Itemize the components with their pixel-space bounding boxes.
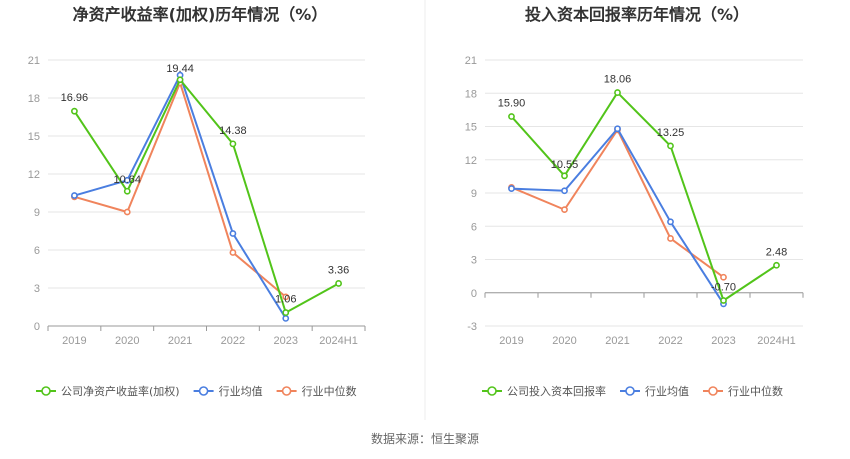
data-label: 3.36 [328, 264, 349, 276]
series-point [720, 273, 727, 281]
x-tick-label: 2024H1 [319, 335, 358, 347]
y-tick-label: 12 [465, 155, 477, 167]
legend-label: 行业中位数 [302, 384, 357, 398]
data-label: 18.06 [604, 74, 632, 86]
x-tick-label: 2019 [499, 335, 523, 347]
data-source-label: 数据来源：恒生聚源 [371, 431, 479, 446]
y-tick-label: -3 [467, 321, 477, 333]
series-point [282, 309, 290, 316]
series-point [667, 218, 674, 226]
data-label: 10.55 [551, 159, 579, 171]
x-tick-label: 2022 [221, 335, 245, 347]
series-point [176, 76, 184, 84]
legend-label: 行业均值 [645, 385, 689, 398]
series-point [123, 187, 131, 195]
x-tick-label: 2020 [552, 335, 576, 347]
series-point [508, 113, 515, 120]
legend-item: 公司投入资本回报率 [482, 384, 606, 398]
series-point [229, 140, 237, 148]
series-point [561, 206, 568, 214]
y-tick-label: 21 [465, 55, 477, 67]
x-tick-label: 2021 [168, 335, 192, 347]
series-point [282, 293, 290, 301]
series-point [335, 280, 342, 287]
data-label: 16.96 [61, 92, 89, 104]
y-tick-label: 21 [28, 55, 40, 67]
series-point [71, 107, 78, 115]
legend-marker [41, 386, 51, 396]
legend-marker [281, 386, 292, 396]
y-tick-label: 6 [471, 221, 477, 233]
series-point [614, 89, 621, 96]
y-tick-label: 15 [28, 131, 40, 143]
roic-chart: 投入资本回报率历年情况（%） -3 0 3 6 9 12 15 18 21 2019 2020 2021… [465, 5, 804, 398]
data-label: 10.64 [113, 174, 141, 186]
y-tick-label: 0 [34, 321, 40, 333]
legend-marker [487, 386, 497, 396]
series-point [773, 261, 780, 269]
legend-label: 行业中位数 [728, 384, 783, 398]
series-line [73, 78, 340, 314]
legend-label: 公司净资产收益率(加权) [61, 384, 180, 398]
x-tick-label: 2023 [711, 335, 735, 347]
x-tick-label: 2019 [62, 335, 86, 347]
series-point [71, 192, 78, 199]
series-line [74, 81, 287, 298]
series-point [667, 235, 674, 242]
roe-chart: 净资产收益率(加权)历年情况（%） 0 3 6 9 12 15 18 21 2019 2020 202… [28, 5, 366, 398]
y-tick-label: 18 [28, 93, 40, 105]
series-line [74, 74, 287, 319]
series-point [561, 172, 568, 180]
x-tick-label: 2021 [605, 335, 629, 347]
series-point [229, 230, 237, 237]
data-label: 13.25 [657, 127, 685, 139]
series-point [614, 125, 621, 133]
chart-title: 净资产收益率(加权)历年情况（%） [73, 5, 328, 24]
x-tick-label: 2022 [658, 335, 682, 347]
series-point [123, 176, 131, 184]
x-tick-label: 2023 [274, 335, 298, 347]
x-tick-label: 2024H1 [757, 335, 796, 347]
legend-item: 行业均值 [193, 385, 263, 398]
series-point [123, 208, 131, 216]
y-tick-label: 9 [471, 188, 477, 200]
y-tick-label: 12 [28, 169, 40, 181]
y-tick-label: 3 [471, 255, 477, 267]
legend-marker [198, 386, 209, 396]
y-tick-label: 18 [465, 88, 477, 100]
legend-marker [708, 386, 718, 396]
series-point [508, 185, 515, 192]
y-tick-label: 6 [34, 245, 40, 257]
y-tick-label: 15 [465, 122, 477, 134]
series-point [667, 142, 674, 150]
y-tick-label: 3 [34, 283, 40, 295]
legend-item: 行业中位数 [276, 384, 357, 398]
series-line [510, 91, 778, 302]
legend-item: 公司净资产收益率(加权) [36, 384, 180, 398]
y-tick-label: 0 [471, 288, 477, 300]
series-line [511, 127, 725, 305]
data-label: 2.48 [766, 246, 787, 258]
y-tick-label: 9 [34, 207, 40, 219]
data-label: 14.38 [219, 125, 247, 137]
legend-item: 行业均值 [620, 385, 689, 398]
series-point [561, 187, 568, 195]
legend-label: 行业均值 [219, 385, 263, 398]
legend-marker [625, 386, 635, 396]
data-label: 19.44 [166, 63, 194, 75]
data-label: 1.06 [275, 294, 296, 306]
series-point [720, 297, 727, 304]
series-point [229, 249, 237, 256]
data-label: 15.90 [498, 98, 526, 110]
data-label: -0.70 [711, 282, 736, 294]
series-point [282, 314, 290, 322]
chart-title: 投入资本回报率历年情况（%） [525, 5, 749, 24]
x-tick-label: 2020 [115, 335, 139, 347]
legend-item: 行业中位数 [703, 384, 783, 398]
legend-label: 公司投入资本回报率 [507, 384, 606, 398]
